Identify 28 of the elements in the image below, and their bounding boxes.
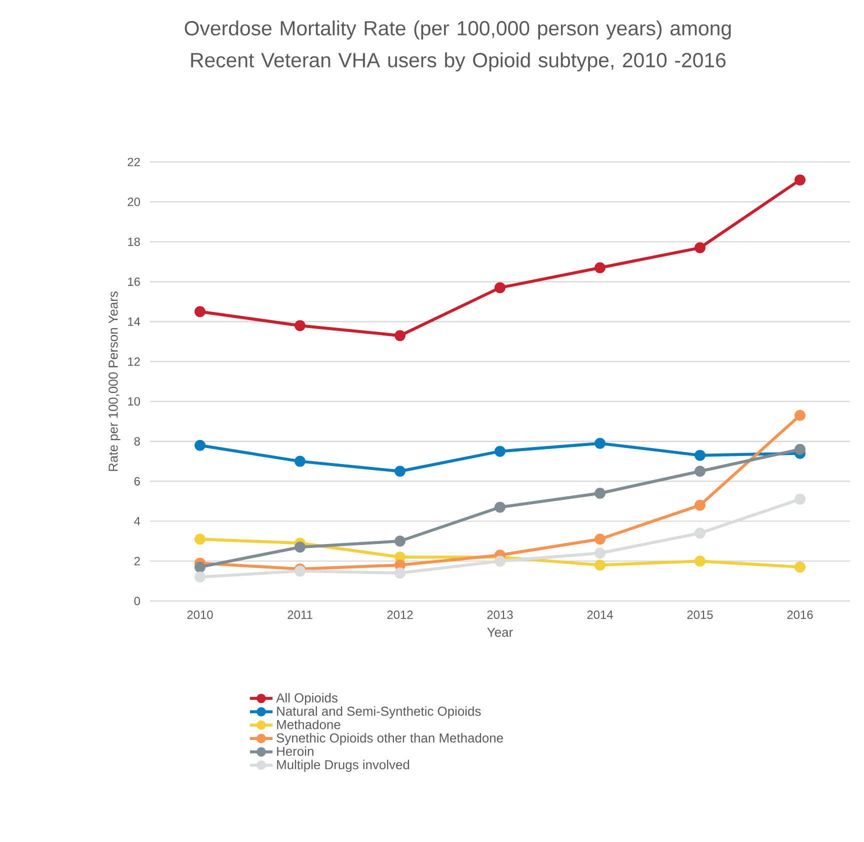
- legend-label: Synethic Opioids other than Methadone: [276, 733, 503, 746]
- legend-label: Heroin: [277, 746, 314, 756]
- legend-label: All Opioids: [276, 692, 338, 706]
- x-tick-label: 2011: [288, 610, 312, 619]
- legend-label: Natural and Semi-Synthetic Opioids: [277, 706, 481, 718]
- y-tick-label: 4: [134, 517, 140, 526]
- x-tick-label: 2016: [787, 610, 813, 619]
- y-tick-label: 14: [128, 318, 140, 326]
- y-tick-label: 20: [128, 198, 140, 206]
- legend-label: Multiple Drugs involved: [277, 760, 410, 772]
- y-tick-label: 6: [134, 477, 140, 486]
- y-axis-title: Rate per 100,000 Person Years: [108, 291, 120, 471]
- chart-title: Overdose Mortality Rate (per 100,000 person years) among Recent Veteran VHA users by Opioid subtype, 2010 -2016: [184, 20, 731, 72]
- x-tick-label: 2010: [187, 610, 213, 619]
- x-tick-label: 2012: [387, 610, 413, 619]
- x-tick-label: 2015: [687, 610, 713, 619]
- y-tick-label: 12: [128, 357, 140, 366]
- x-tick-label: 2013: [487, 610, 513, 619]
- y-tick-label: 16: [128, 277, 140, 286]
- y-tick-label: 22: [128, 158, 140, 166]
- y-tick-label: 2: [134, 556, 140, 566]
- legend-label: Methadone: [277, 720, 340, 730]
- y-tick-label: 8: [134, 437, 140, 446]
- x-axis-title: Year: [487, 628, 513, 637]
- y-tick-label: 18: [128, 238, 140, 246]
- y-tick-label: 10: [128, 397, 140, 406]
- x-tick-label: 2014: [587, 610, 613, 619]
- y-tick-label: 0: [134, 596, 140, 606]
